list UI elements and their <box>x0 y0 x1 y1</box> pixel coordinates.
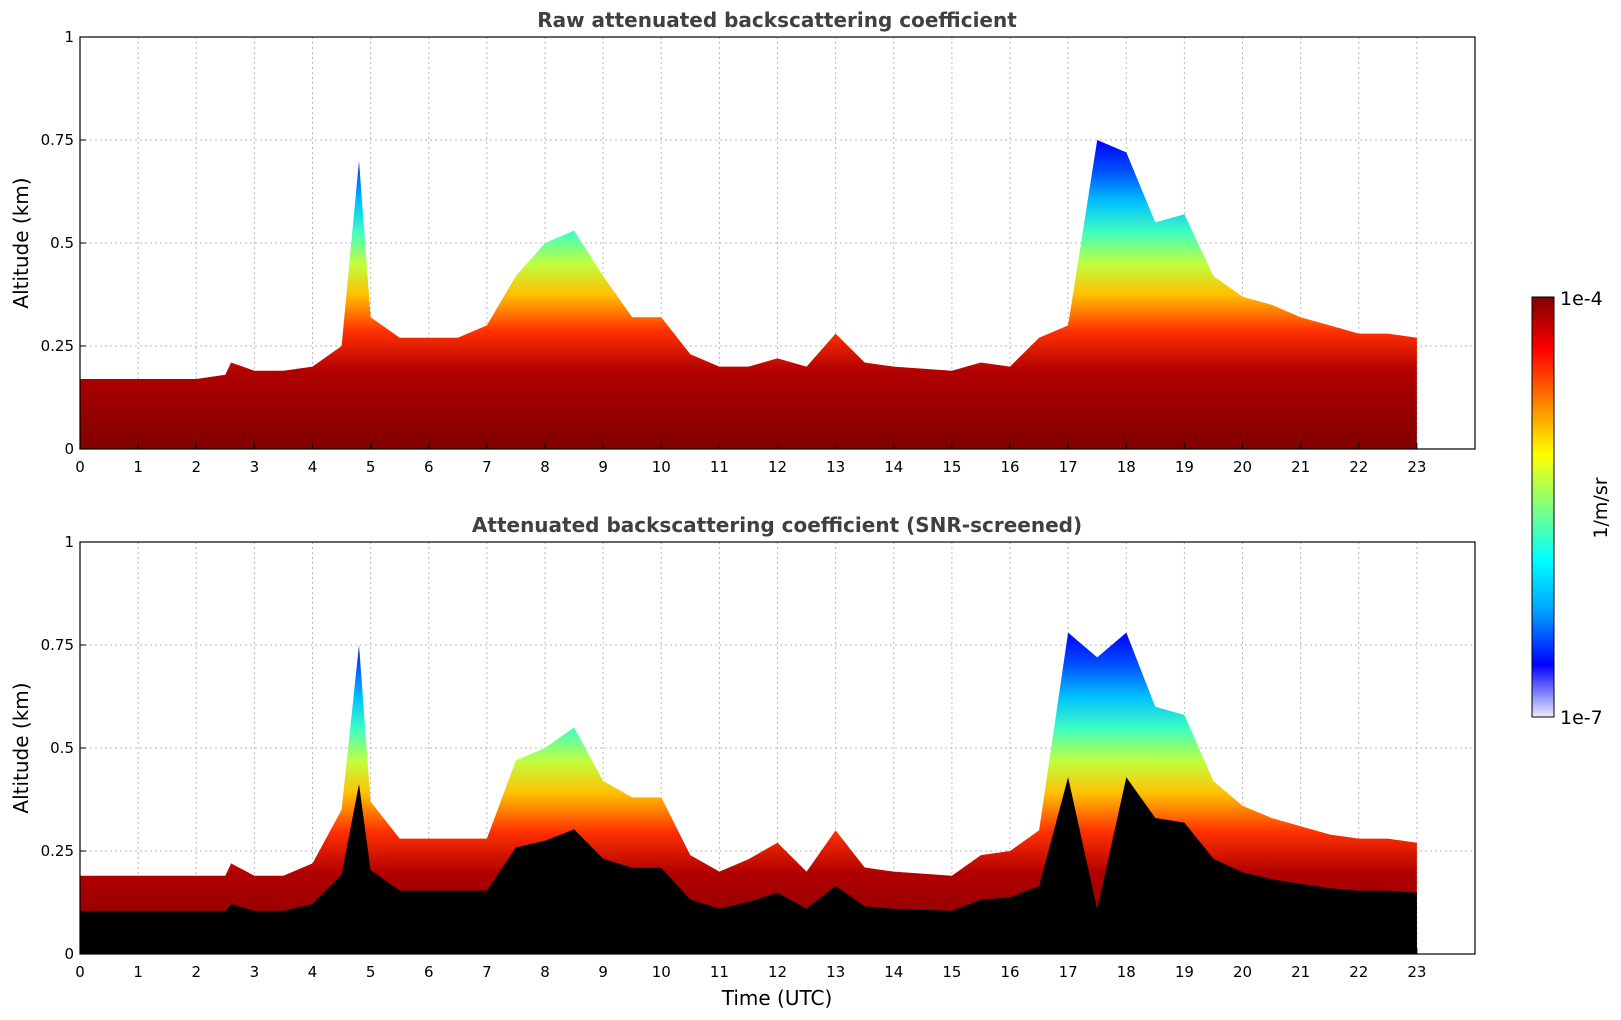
x-tick-label: 10 <box>652 963 671 981</box>
x-tick-label: 20 <box>1233 963 1252 981</box>
x-tick-label: 15 <box>942 963 961 981</box>
panel-raw: Raw attenuated backscattering coefficien… <box>9 8 1476 476</box>
x-tick-label: 0 <box>75 963 85 981</box>
panel-raw-x-ticks: 0 1 2 3 4 5 6 7 8 9 10 11 12 13 14 15 16 17 18 19 20 21 22 23 <box>75 443 1426 476</box>
y-tick-label: 1 <box>64 533 74 551</box>
x-tick-label: 20 <box>1233 458 1252 476</box>
x-tick-label: 23 <box>1407 963 1426 981</box>
x-tick-label: 14 <box>884 458 903 476</box>
x-tick-label: 19 <box>1175 458 1194 476</box>
x-tick-label: 13 <box>826 458 845 476</box>
panel-screened-y-axis-label: Altitude (km) <box>9 682 33 813</box>
x-tick-label: 3 <box>250 963 260 981</box>
x-tick-label: 9 <box>598 458 608 476</box>
colorbar-max-label: 1e-4 <box>1560 288 1603 310</box>
panel-raw-backscatter-layer <box>80 140 1417 449</box>
x-tick-label: 8 <box>540 963 550 981</box>
panel-screened-title: Attenuated backscattering coefficient (S… <box>472 513 1082 537</box>
panel-raw-y-ticks: 0 0.25 0.5 0.75 1 <box>41 28 86 458</box>
x-tick-label: 4 <box>308 963 318 981</box>
x-tick-label: 5 <box>366 963 376 981</box>
panel-screened-y-ticks: 0 0.25 0.5 0.75 1 <box>41 533 86 963</box>
y-tick-label: 1 <box>64 28 74 46</box>
x-tick-label: 17 <box>1059 963 1078 981</box>
panel-screened-saturated-core <box>80 777 1417 954</box>
x-tick-label: 8 <box>540 458 550 476</box>
x-tick-label: 23 <box>1407 458 1426 476</box>
x-tick-label: 3 <box>250 458 260 476</box>
x-tick-label: 7 <box>482 963 492 981</box>
colorbar-scale <box>1531 296 1555 718</box>
x-tick-label: 0 <box>75 458 85 476</box>
colorbar-min-label: 1e-7 <box>1560 707 1603 729</box>
x-tick-label: 6 <box>424 458 434 476</box>
y-tick-label: 0.25 <box>41 337 74 355</box>
panel-raw-y-axis-label: Altitude (km) <box>9 177 33 308</box>
x-tick-label: 5 <box>366 458 376 476</box>
x-tick-label: 18 <box>1117 458 1136 476</box>
x-tick-label: 14 <box>884 963 903 981</box>
panel-screened: Attenuated backscattering coefficient (S… <box>9 513 1476 1010</box>
x-tick-label: 2 <box>191 458 201 476</box>
y-tick-label: 0 <box>64 945 74 963</box>
y-tick-label: 0.5 <box>50 739 74 757</box>
x-tick-label: 18 <box>1117 963 1136 981</box>
x-tick-label: 12 <box>768 963 787 981</box>
x-tick-label: 16 <box>1000 963 1019 981</box>
x-tick-label: 7 <box>482 458 492 476</box>
panel-screened-x-ticks: 0 1 2 3 4 5 6 7 8 9 10 11 12 13 14 15 16 17 18 19 20 21 22 23 <box>75 948 1426 981</box>
x-tick-label: 6 <box>424 963 434 981</box>
x-tick-label: 11 <box>710 458 729 476</box>
y-tick-label: 0 <box>64 440 74 458</box>
colorbar: 1e-4 1e-7 1/m/sr <box>1531 288 1612 729</box>
y-tick-label: 0.5 <box>50 234 74 252</box>
y-tick-label: 0.75 <box>41 131 74 149</box>
colorbar-units-label: 1/m/sr <box>1590 477 1612 538</box>
x-tick-label: 4 <box>308 458 318 476</box>
x-tick-label: 9 <box>598 963 608 981</box>
x-tick-label: 21 <box>1291 963 1310 981</box>
x-tick-label: 2 <box>191 963 201 981</box>
x-axis-label: Time (UTC) <box>721 986 833 1010</box>
x-tick-label: 12 <box>768 458 787 476</box>
x-tick-label: 21 <box>1291 458 1310 476</box>
x-tick-label: 1 <box>133 963 143 981</box>
y-tick-label: 0.75 <box>41 636 74 654</box>
x-tick-label: 17 <box>1059 458 1078 476</box>
x-tick-label: 15 <box>942 458 961 476</box>
x-tick-label: 11 <box>710 963 729 981</box>
x-tick-label: 16 <box>1000 458 1019 476</box>
panel-raw-title: Raw attenuated backscattering coefficien… <box>537 8 1017 32</box>
x-tick-label: 19 <box>1175 963 1194 981</box>
x-tick-label: 22 <box>1349 458 1368 476</box>
x-tick-label: 13 <box>826 963 845 981</box>
y-tick-label: 0.25 <box>41 842 74 860</box>
x-tick-label: 22 <box>1349 963 1368 981</box>
x-tick-label: 1 <box>133 458 143 476</box>
x-tick-label: 10 <box>652 458 671 476</box>
